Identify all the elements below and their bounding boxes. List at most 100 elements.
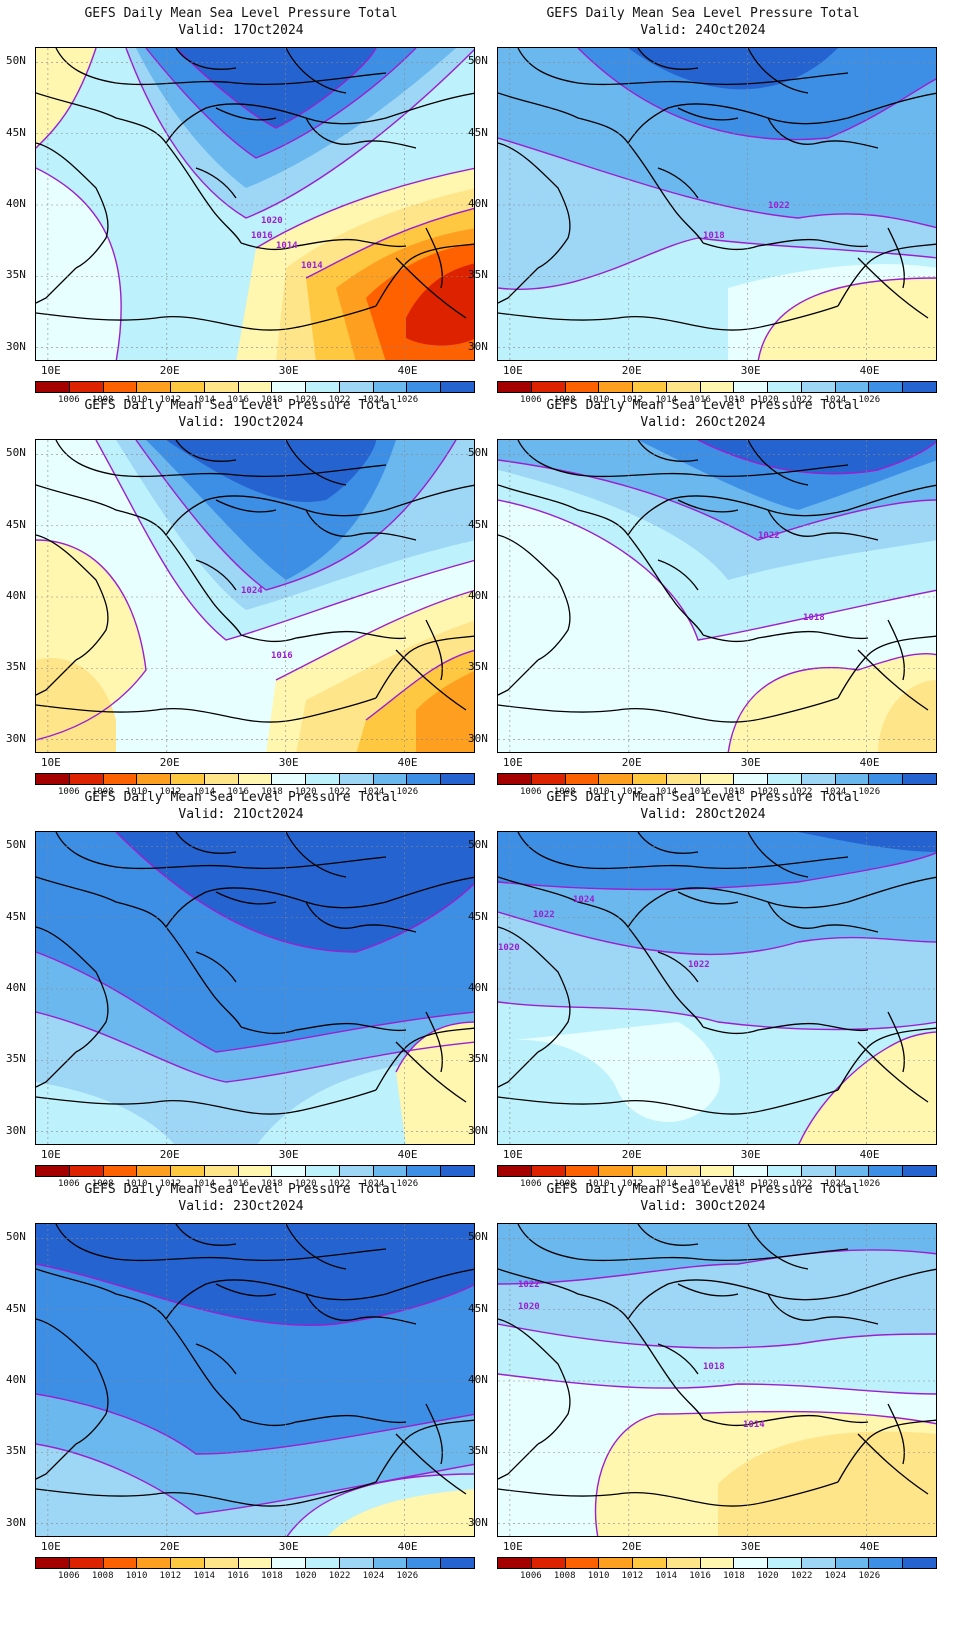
- map-canvas: [36, 1224, 474, 1536]
- coastline-border: [677, 499, 739, 513]
- panel-title: GEFS Daily Mean Sea Level Pressure Total: [84, 790, 398, 805]
- isobar-line: [36, 951, 474, 1053]
- coastline-border: [36, 1481, 377, 1507]
- longitude-label: 20E: [159, 756, 180, 769]
- panel-valid-date: Valid: 24Oct2024: [640, 23, 766, 38]
- coastline-border: [702, 1022, 869, 1035]
- colorbar-label: 1026: [858, 787, 881, 797]
- colorbar-swatch: [666, 774, 701, 784]
- pressure-fill-band: [498, 832, 936, 890]
- panel-title: GEFS Daily Mean Sea Level Pressure Total: [546, 1182, 860, 1197]
- colorbar-swatch: [869, 382, 904, 392]
- colorbar-label: 1024: [362, 395, 385, 405]
- longitude-label: 20E: [159, 1540, 180, 1553]
- longitude-label: 40E: [859, 756, 880, 769]
- colorbar-label: 1016: [689, 395, 711, 405]
- colorbar-swatch: [835, 1166, 870, 1176]
- colorbar-label: 1006: [58, 395, 80, 405]
- colorbar-label: 1010: [587, 1571, 610, 1581]
- colorbar-label: 1008: [553, 395, 576, 405]
- isobar-line: [757, 277, 936, 360]
- colorbar-swatch: [633, 1166, 667, 1176]
- colorbar-swatch: [238, 1558, 273, 1568]
- colorbar-swatch: [272, 774, 307, 784]
- map-canvas: 1024 1022 1020 1022: [498, 832, 936, 1144]
- colorbar-swatch: [734, 382, 769, 392]
- colorbar-swatch: [103, 382, 138, 392]
- coastline-border: [637, 440, 699, 462]
- latitude-label: 35N: [6, 268, 26, 282]
- longitude-label: 40E: [397, 756, 418, 769]
- colorbar-swatch: [407, 1166, 442, 1176]
- pressure-fill-band: [36, 1224, 474, 1326]
- coastline-border: [195, 1343, 237, 1375]
- coastline-border: [677, 891, 739, 905]
- colorbar-label: 1010: [587, 787, 610, 797]
- coastline-border: [36, 926, 109, 1053]
- panel-valid-date: Valid: 28Oct2024: [640, 807, 766, 822]
- colorbar-swatch: [171, 1166, 205, 1176]
- latitude-label: 35N: [468, 1052, 488, 1066]
- longitude-label: 40E: [397, 1148, 418, 1161]
- colorbar-swatch: [137, 774, 172, 784]
- coastline-border: [305, 1293, 417, 1325]
- colorbar-swatch: [204, 1166, 239, 1176]
- colorbar-label: 1018: [723, 395, 745, 405]
- colorbar-label: 1014: [655, 395, 678, 405]
- map-canvas: [36, 832, 474, 1144]
- isobar-label: 1018: [803, 613, 825, 623]
- colorbar-swatch: [238, 382, 273, 392]
- colorbar-swatch: [238, 774, 273, 784]
- latitude-label: 50N: [6, 446, 26, 460]
- colorbar-label: 1026: [396, 1179, 419, 1189]
- isobar-line: [498, 237, 936, 290]
- latitude-label: 30N: [468, 1123, 488, 1137]
- colorbar-label: 1016: [227, 1571, 249, 1581]
- isobar-label: 1022: [768, 201, 790, 211]
- colorbar-label: 1022: [790, 1179, 813, 1189]
- coastline-border: [305, 509, 417, 541]
- map-panel: GEFS Daily Mean Sea Level Pressure Total…: [462, 392, 944, 802]
- latitude-label: 40N: [6, 589, 26, 602]
- coastline-border: [637, 1224, 699, 1246]
- colorbar-swatch: [373, 1166, 408, 1176]
- isobar-label: 1018: [703, 231, 725, 241]
- colorbar-swatch: [498, 382, 532, 392]
- isobar-line: [498, 911, 936, 956]
- longitude-label: 40E: [397, 1540, 418, 1553]
- latitude-label: 50N: [468, 838, 488, 852]
- latitude-label: 45N: [6, 1301, 26, 1315]
- colorbar-label: 1026: [858, 1571, 881, 1581]
- panel-title: GEFS Daily Mean Sea Level Pressure Total: [546, 6, 860, 21]
- coastline-border: [395, 1041, 467, 1103]
- isobar-label: 1024: [573, 895, 595, 905]
- coastline-border: [395, 257, 467, 319]
- colorbar-swatch: [734, 1166, 769, 1176]
- longitude-label: 20E: [621, 756, 642, 769]
- isobar-line: [577, 48, 936, 141]
- coastline-border: [36, 1089, 377, 1115]
- longitude-label: 30E: [278, 1540, 299, 1553]
- pressure-fill-band: [166, 440, 376, 502]
- pressure-fill-band: [628, 48, 838, 90]
- colorbar-swatch: [801, 1166, 836, 1176]
- colorbar-swatch: [103, 1166, 138, 1176]
- latitude-label: 50N: [6, 54, 26, 68]
- pressure-map: 1022 1020 1018 1014: [497, 1223, 937, 1537]
- colorbar-label: 1008: [91, 1179, 114, 1189]
- panel-valid-date: Valid: 19Oct2024: [178, 415, 304, 430]
- pressure-fill-band: [798, 1032, 936, 1144]
- colorbar-swatch: [407, 774, 442, 784]
- latitude-label: 45N: [6, 909, 26, 923]
- colorbar-swatch: [204, 774, 239, 784]
- pressure-fill-band: [327, 1489, 474, 1536]
- colorbar-swatch: [36, 774, 70, 784]
- colorbar-label: 1012: [159, 1179, 182, 1189]
- colorbar-swatch: [633, 1558, 667, 1568]
- colorbar-label: 1026: [858, 395, 881, 405]
- map-canvas: 1022 1018: [498, 440, 936, 752]
- longitude-label: 40E: [859, 1540, 880, 1553]
- colorbar-swatch: [835, 774, 870, 784]
- longitude-label: 30E: [740, 1540, 761, 1553]
- colorbar-label: 1010: [125, 1571, 148, 1581]
